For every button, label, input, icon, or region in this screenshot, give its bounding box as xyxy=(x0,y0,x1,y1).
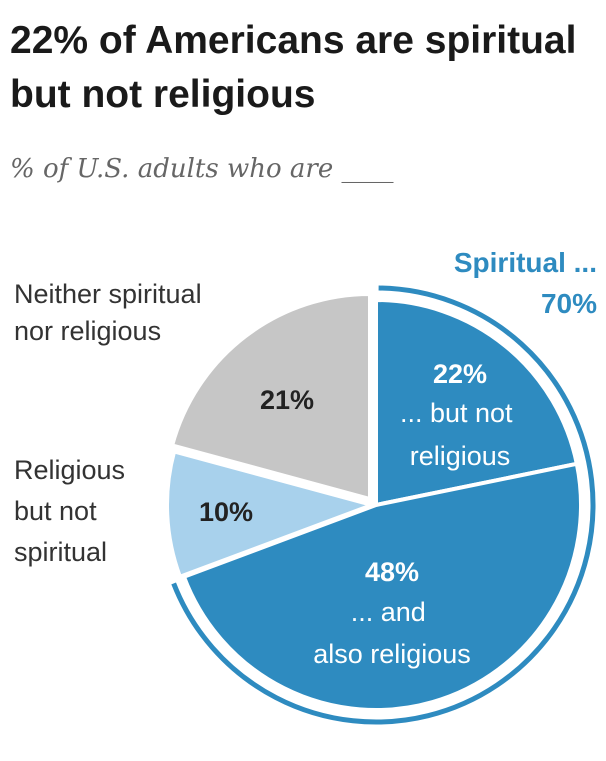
chart-subtitle: % of U.S. adults who are ____ xyxy=(10,154,394,184)
value-label-neither: 21% xyxy=(260,385,314,415)
slice-neither xyxy=(170,292,372,501)
slice-spiritual-and-religious xyxy=(181,461,583,712)
desc-spiritual-and-religious-line-2: also religious xyxy=(313,639,471,669)
spiritual-group-label: Spiritual ... xyxy=(454,247,597,278)
label-religious-line-3: spiritual xyxy=(14,537,107,567)
desc-spiritual-and-religious: ... and also religious xyxy=(313,597,471,669)
value-label-spiritual-not-religious: 22% xyxy=(433,359,487,389)
slice-spiritual-not-religious xyxy=(374,298,579,507)
spiritual-group-value: 70% xyxy=(541,288,597,319)
chart-title: 22% of Americans are spiritual but not r… xyxy=(10,19,577,116)
label-religious-line-2: but not xyxy=(14,496,97,526)
desc-spiritual-and-religious-line-1: ... and xyxy=(351,597,426,627)
pie-slices xyxy=(165,292,583,712)
desc-spiritual-not-religious: ... but not religious xyxy=(400,398,520,471)
label-religious-not-spiritual: Religious but not spiritual xyxy=(14,455,133,567)
desc-spiritual-not-religious-line-2: religious xyxy=(410,441,511,471)
value-label-spiritual-and-religious: 48% xyxy=(365,557,419,587)
label-religious-line-1: Religious xyxy=(14,455,125,485)
desc-spiritual-not-religious-line-1: ... but not xyxy=(400,398,513,428)
label-neither-line-1: Neither spiritual xyxy=(14,279,202,309)
slice-religious-not-spiritual xyxy=(165,449,374,579)
spiritual-group-bracket xyxy=(171,285,596,725)
label-neither-line-2: nor religious xyxy=(14,316,161,346)
label-neither: Neither spiritual nor religious xyxy=(14,279,209,346)
value-label-religious-not-spiritual: 10% xyxy=(199,497,253,527)
